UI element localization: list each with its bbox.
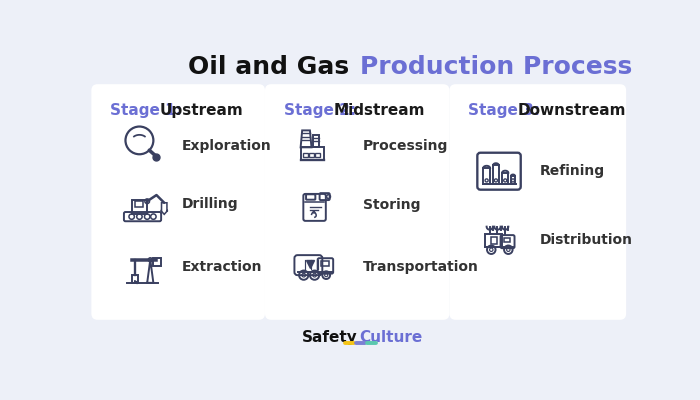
Bar bbox=[502, 173, 508, 184]
Bar bbox=[132, 200, 147, 214]
Text: Upstream: Upstream bbox=[160, 103, 244, 118]
Bar bbox=[483, 168, 490, 184]
FancyBboxPatch shape bbox=[265, 84, 449, 320]
Text: Safety: Safety bbox=[302, 330, 358, 345]
Bar bbox=[309, 153, 314, 156]
Bar bbox=[300, 147, 324, 160]
Bar bbox=[135, 201, 143, 207]
Text: Production Process: Production Process bbox=[360, 55, 632, 79]
Bar bbox=[303, 153, 307, 156]
Bar bbox=[511, 176, 515, 184]
Text: Processing: Processing bbox=[363, 139, 448, 153]
Bar bbox=[132, 275, 138, 283]
Text: Distribution: Distribution bbox=[539, 234, 632, 248]
Text: Downstream: Downstream bbox=[517, 103, 626, 118]
Text: Stage 3:: Stage 3: bbox=[468, 103, 545, 118]
Bar bbox=[491, 238, 498, 244]
Text: Drilling: Drilling bbox=[181, 197, 238, 211]
FancyBboxPatch shape bbox=[92, 84, 265, 320]
Text: Culture: Culture bbox=[360, 330, 423, 345]
Bar bbox=[485, 234, 502, 247]
Text: Transportation: Transportation bbox=[363, 260, 479, 274]
Text: Refining: Refining bbox=[539, 164, 605, 178]
Bar bbox=[153, 258, 161, 266]
Text: Stage 2:: Stage 2: bbox=[284, 103, 361, 118]
Text: Exploration: Exploration bbox=[181, 139, 271, 153]
Text: Stage 1:: Stage 1: bbox=[110, 103, 187, 118]
FancyBboxPatch shape bbox=[449, 84, 626, 320]
Bar bbox=[321, 261, 328, 266]
Text: Extraction: Extraction bbox=[181, 260, 262, 274]
Text: Midstream: Midstream bbox=[333, 103, 425, 118]
Bar bbox=[315, 153, 320, 156]
Text: Storing: Storing bbox=[363, 198, 420, 212]
Bar bbox=[504, 238, 510, 242]
Text: Oil and Gas: Oil and Gas bbox=[188, 55, 358, 79]
Bar bbox=[494, 165, 498, 184]
